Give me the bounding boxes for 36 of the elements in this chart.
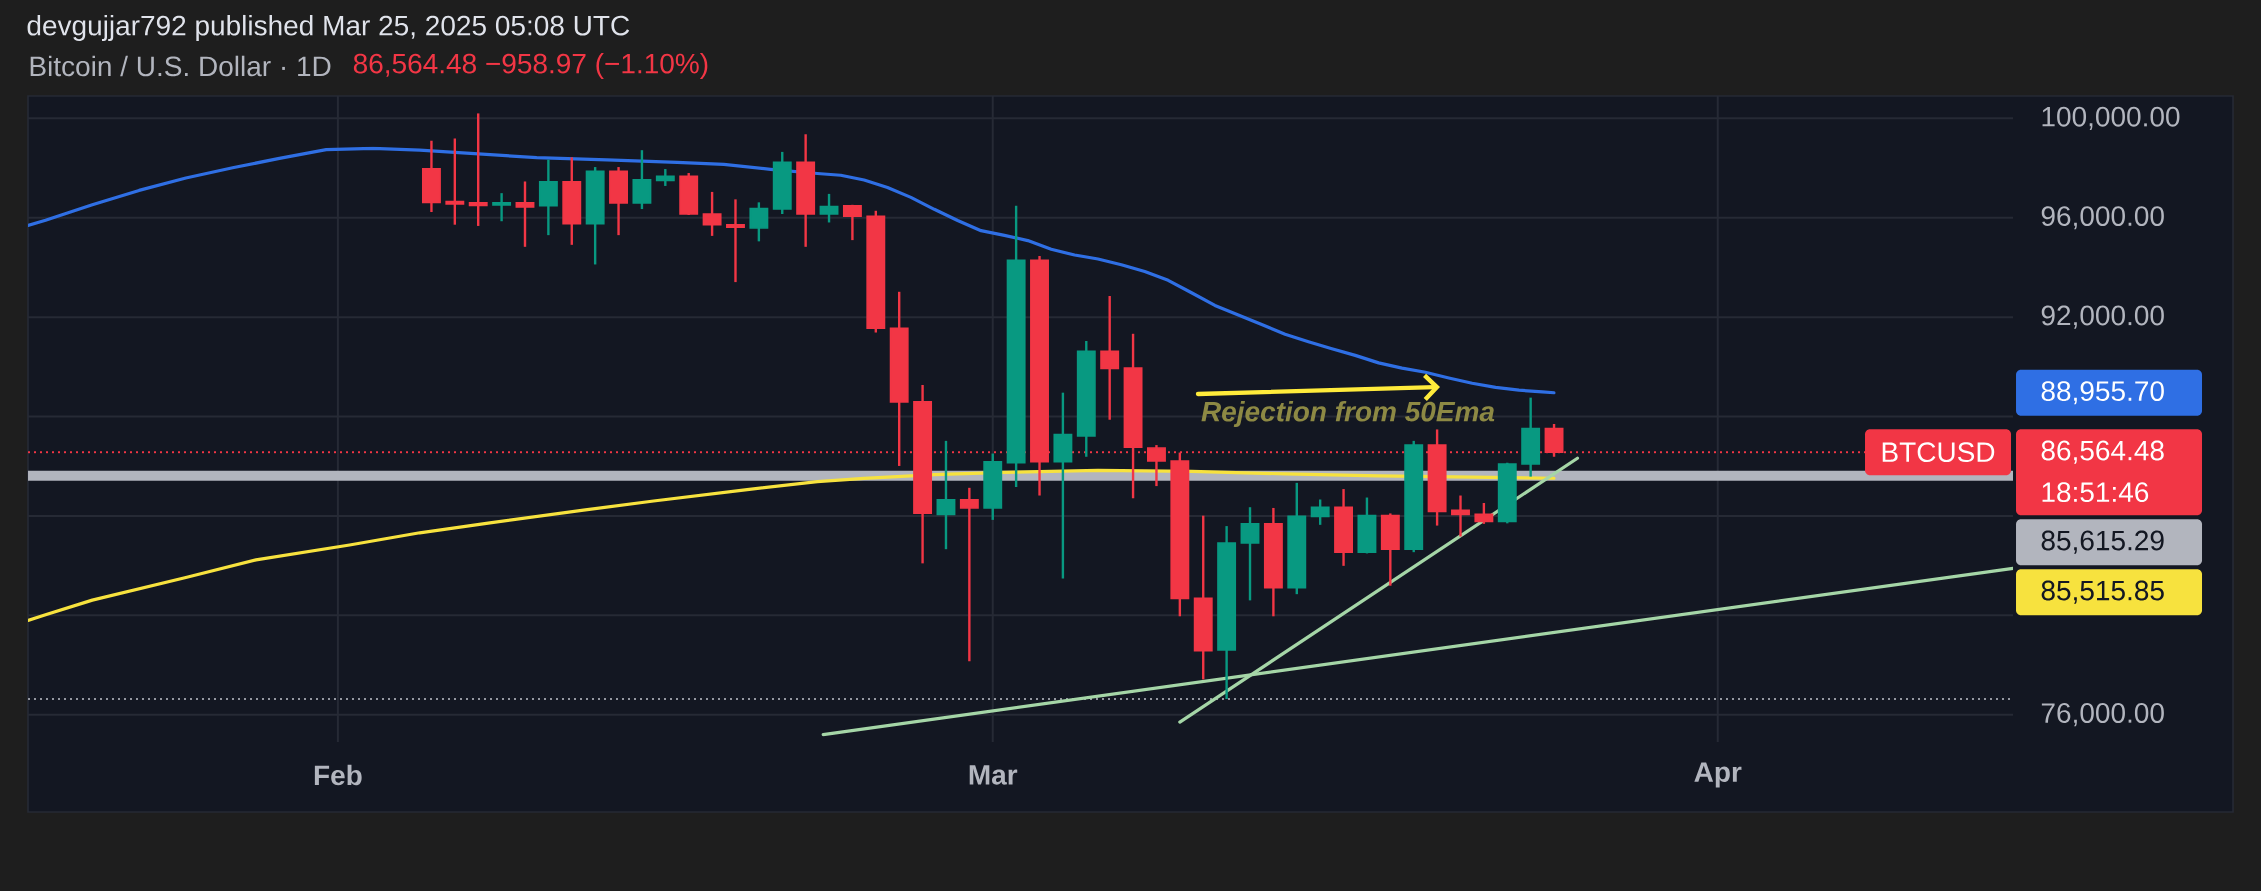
candlestick <box>492 191 512 223</box>
candlestick <box>1310 498 1330 527</box>
candlestick <box>1240 506 1260 602</box>
y-tick-label: 92,000.00 <box>2041 305 2164 329</box>
candlestick <box>1100 294 1120 421</box>
candlestick <box>468 112 488 228</box>
candlestick <box>726 198 745 284</box>
annotation: BTCUSD <box>1882 442 1995 463</box>
x-tick-label: Apr <box>1694 762 1742 788</box>
x-tick-label: Feb <box>314 764 362 786</box>
candlestick <box>959 486 979 663</box>
candlestick <box>1451 494 1470 538</box>
annotation: Rejection from 50Ema <box>1201 400 1495 428</box>
candlestick <box>936 439 956 551</box>
candlestick <box>1474 501 1494 526</box>
candlestick <box>515 180 535 249</box>
candlestick <box>819 192 839 224</box>
line-series <box>28 146 1556 395</box>
y-tick-label: 100,000.00 <box>2042 106 2180 130</box>
text: 18:51:46 <box>2042 482 2149 503</box>
y-tick-label: 96,000.00 <box>2041 206 2164 230</box>
ref-line-label: 85,615.29 <box>2041 530 2164 554</box>
line-series <box>28 468 1556 623</box>
y-tick-label: 76,000.00 <box>2041 703 2164 727</box>
candlestick <box>749 201 769 243</box>
chart-subtitle: 86,564.48 −958.97 (−1.10%) <box>353 52 708 80</box>
candlestick <box>842 203 862 242</box>
x-tick-label: Mar <box>969 765 1018 785</box>
text: 88,955.70 <box>2041 381 2164 405</box>
candlestick <box>445 137 465 226</box>
candlestick <box>632 148 652 211</box>
text: devgujjar792 published Mar 25, 2025 05:08 UTC <box>27 14 630 42</box>
text: 85,515.85 <box>2041 580 2164 604</box>
chart-title: Bitcoin / U.S. Dollar · 1D <box>30 55 331 77</box>
ref-line-label: 86,564.48 <box>2041 440 2164 464</box>
candlestick <box>702 190 722 238</box>
